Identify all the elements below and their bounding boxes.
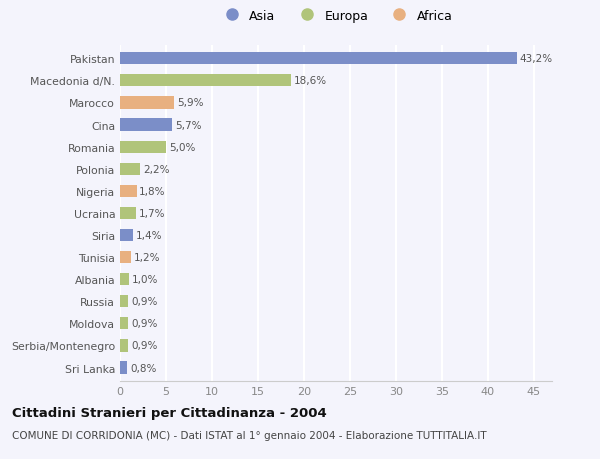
Bar: [120, 340, 128, 352]
Bar: [120, 141, 166, 153]
Text: 5,9%: 5,9%: [177, 98, 203, 108]
Text: 1,4%: 1,4%: [136, 230, 162, 241]
Bar: [120, 318, 128, 330]
Bar: [120, 97, 174, 109]
Text: 5,0%: 5,0%: [169, 142, 195, 152]
Text: 0,9%: 0,9%: [131, 319, 157, 329]
Text: 18,6%: 18,6%: [294, 76, 327, 86]
Text: 1,7%: 1,7%: [139, 208, 165, 218]
Text: COMUNE DI CORRIDONIA (MC) - Dati ISTAT al 1° gennaio 2004 - Elaborazione TUTTITA: COMUNE DI CORRIDONIA (MC) - Dati ISTAT a…: [12, 431, 487, 441]
Bar: [120, 119, 172, 131]
Text: 1,2%: 1,2%: [134, 252, 160, 263]
Bar: [120, 274, 129, 285]
Text: 43,2%: 43,2%: [520, 54, 553, 64]
Bar: [120, 163, 140, 175]
Bar: [120, 185, 137, 197]
Bar: [120, 75, 291, 87]
Text: 0,9%: 0,9%: [131, 297, 157, 307]
Bar: [120, 230, 133, 241]
Text: 5,7%: 5,7%: [175, 120, 202, 130]
Bar: [120, 207, 136, 219]
Text: 0,8%: 0,8%: [130, 363, 157, 373]
Legend: Asia, Europa, Africa: Asia, Europa, Africa: [215, 6, 457, 26]
Text: 2,2%: 2,2%: [143, 164, 169, 174]
Text: Cittadini Stranieri per Cittadinanza - 2004: Cittadini Stranieri per Cittadinanza - 2…: [12, 406, 327, 419]
Bar: [120, 53, 517, 65]
Text: 1,8%: 1,8%: [139, 186, 166, 196]
Bar: [120, 252, 131, 263]
Bar: [120, 362, 127, 374]
Bar: [120, 296, 128, 308]
Text: 1,0%: 1,0%: [132, 274, 158, 285]
Text: 0,9%: 0,9%: [131, 341, 157, 351]
